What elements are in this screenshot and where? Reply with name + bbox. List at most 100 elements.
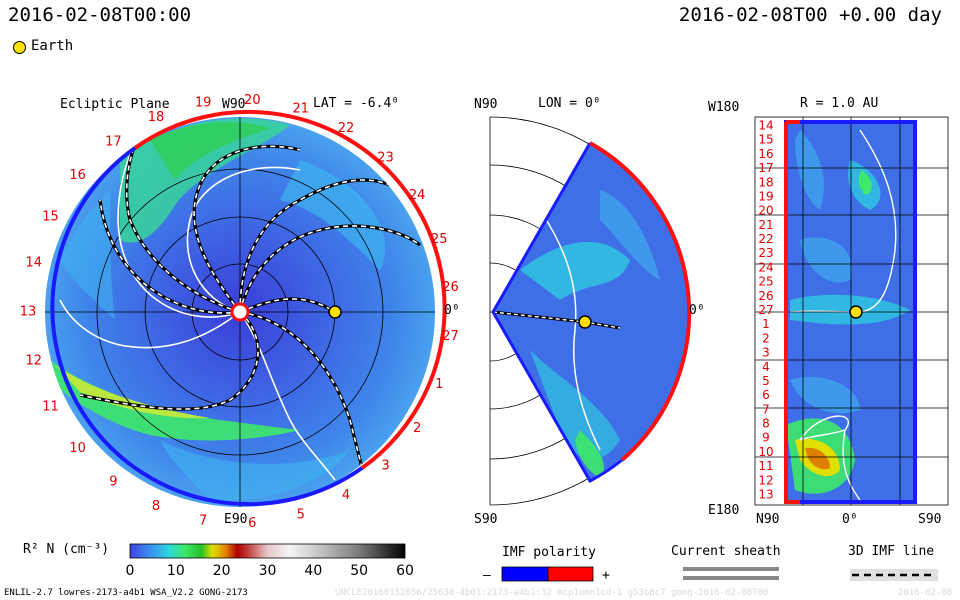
- meridional-right-marker: 0⁰: [689, 303, 705, 318]
- ecliptic-rotation-label: 9: [109, 475, 117, 490]
- colorbar-tick-label: 50: [350, 563, 368, 579]
- radial-earth-marker: [849, 305, 863, 319]
- header-datetime-left: 2016-02-08T00:00: [8, 4, 192, 26]
- ecliptic-rotation-label: 7: [199, 513, 207, 528]
- radial-rotation-label: 12: [758, 473, 773, 487]
- earth-legend-icon: [13, 41, 26, 54]
- imf-minus-label: –: [483, 568, 491, 583]
- ecliptic-top-marker: W90: [222, 97, 246, 112]
- radial-rotation-label: 4: [762, 360, 770, 374]
- ecliptic-right-marker: 0⁰: [444, 303, 460, 318]
- colorbar-ticks: 0 10 20 30 40 50 60: [126, 563, 414, 579]
- radial-rotation-label: 3: [762, 346, 770, 360]
- ecliptic-rotation-label: 2: [413, 421, 421, 436]
- radial-rotation-label: 5: [762, 374, 770, 388]
- colorbar-tick-label: 20: [213, 563, 231, 579]
- meridional-lon-label: LON = 0⁰: [538, 96, 601, 111]
- ecliptic-rotation-label: 23: [377, 150, 394, 165]
- meridional-earth-marker: [578, 315, 592, 329]
- imf-negative-swatch: [501, 566, 549, 582]
- meridional-top-marker: N90: [474, 97, 498, 112]
- radial-rotation-label: 7: [762, 402, 770, 416]
- radial-rotation-label: 16: [758, 147, 773, 161]
- colorbar-tick-label: 60: [396, 563, 414, 579]
- ecliptic-rotation-label: 20: [244, 93, 261, 108]
- ecliptic-rotation-label: 10: [69, 441, 86, 456]
- meridional-polarity-positive: [589, 141, 692, 462]
- ecliptic-rotation-label: 25: [431, 232, 448, 247]
- ecliptic-rotation-label: 19: [195, 96, 212, 111]
- meridional-bottom-marker: S90: [474, 512, 498, 527]
- colorbar-tick-label: 40: [304, 563, 322, 579]
- radial-rotation-label: 9: [762, 431, 770, 445]
- footer-run-date: 2016-02-08: [898, 588, 953, 598]
- imf-positive-swatch: [547, 566, 594, 582]
- radial-r-label: R = 1.0 AU: [800, 96, 879, 111]
- colorbar-label: R² N (cm⁻³): [23, 542, 110, 557]
- ecliptic-rotation-label: 18: [148, 110, 165, 125]
- earth-legend-label: Earth: [31, 38, 74, 54]
- ecliptic-rotation-label: 15: [42, 209, 59, 224]
- radial-rotation-label: 10: [758, 445, 773, 459]
- ecliptic-rotation-label: 11: [42, 400, 59, 415]
- radial-rotation-label: 26: [758, 289, 773, 303]
- current-sheath-line-2: [683, 576, 779, 580]
- radial-axis-right: S90: [918, 512, 942, 527]
- ecliptic-rotation-label: 13: [20, 305, 37, 320]
- ecliptic-rotation-label: 1: [435, 377, 443, 392]
- ecliptic-rotation-label: 16: [69, 168, 86, 183]
- radial-bottom-left-marker: E180: [708, 503, 740, 518]
- ecliptic-rotation-label: 27: [442, 329, 459, 344]
- radial-rotation-label: 24: [758, 260, 773, 274]
- radial-rotation-label: 25: [758, 275, 773, 289]
- radial-rotation-label: 1: [762, 317, 770, 331]
- ecliptic-bottom-marker: E90: [224, 512, 248, 527]
- ecliptic-rotation-label: 3: [381, 459, 389, 474]
- colorbar-tick-label: 0: [126, 563, 135, 579]
- ecliptic-polarity-negative: [50, 146, 364, 507]
- colorbar-tick-label: 30: [259, 563, 277, 579]
- radial-rotation-labels: 1415161718192021222324252627123456789101…: [758, 119, 773, 502]
- ecliptic-rotation-label: 14: [25, 256, 42, 271]
- radial-rotation-label: 15: [758, 133, 773, 147]
- colorbar-tick-label: 10: [167, 563, 185, 579]
- ecliptic-imf-lines-fg: [79, 144, 421, 469]
- ecliptic-rotation-label: 4: [342, 488, 350, 503]
- radial-top-left-marker: W180: [708, 100, 740, 115]
- radial-rotation-label: 13: [758, 488, 773, 502]
- header-datetime-right: 2016-02-08T00 +0.00 day: [678, 4, 942, 26]
- radial-rotation-label: 22: [758, 232, 773, 246]
- ecliptic-rotation-labels: 19 20212223242526271234567891011121314151…: [20, 93, 459, 531]
- density-colorbar: [129, 543, 406, 559]
- ecliptic-rotation-label: 12: [25, 353, 42, 368]
- current-sheath-line-1: [683, 567, 779, 571]
- footer-run-id: UNCLE20160152656/25630-4b01:2173-a4b1:32…: [335, 588, 769, 598]
- current-sheath-title: Current sheath: [671, 544, 781, 559]
- radial-rotation-label: 2: [762, 331, 770, 345]
- ecliptic-rotation-label: 21: [293, 101, 310, 116]
- ecliptic-earth-marker: [328, 305, 342, 319]
- radial-axis-left: N90: [756, 512, 780, 527]
- meridional-panel: [489, 116, 692, 506]
- ecliptic-rotation-label: 22: [338, 121, 355, 136]
- radial-rotation-label: 20: [758, 204, 773, 218]
- radial-rotation-label: 6: [762, 388, 770, 402]
- ecliptic-plane-panel: [45, 109, 447, 507]
- ecliptic-rotation-label: 6: [248, 516, 256, 531]
- radial-rotation-label: 14: [758, 119, 773, 133]
- radial-rotation-label: 8: [762, 417, 770, 431]
- ecliptic-title: Ecliptic Plane: [60, 97, 170, 112]
- radial-rotation-label: 19: [758, 189, 773, 203]
- ecliptic-rotation-label: 26: [442, 280, 459, 295]
- radial-axis-center: 0⁰: [842, 512, 858, 527]
- radial-panel: [754, 116, 949, 506]
- radial-rotation-label: 11: [758, 459, 773, 473]
- imf-polarity-title: IMF polarity: [502, 545, 596, 560]
- radial-rotation-label: 27: [758, 303, 773, 317]
- imf3d-title: 3D IMF line: [848, 544, 935, 559]
- sun-marker: [230, 302, 250, 322]
- ecliptic-rotation-label: 24: [409, 188, 426, 203]
- ecliptic-rotation-label: 5: [297, 508, 305, 523]
